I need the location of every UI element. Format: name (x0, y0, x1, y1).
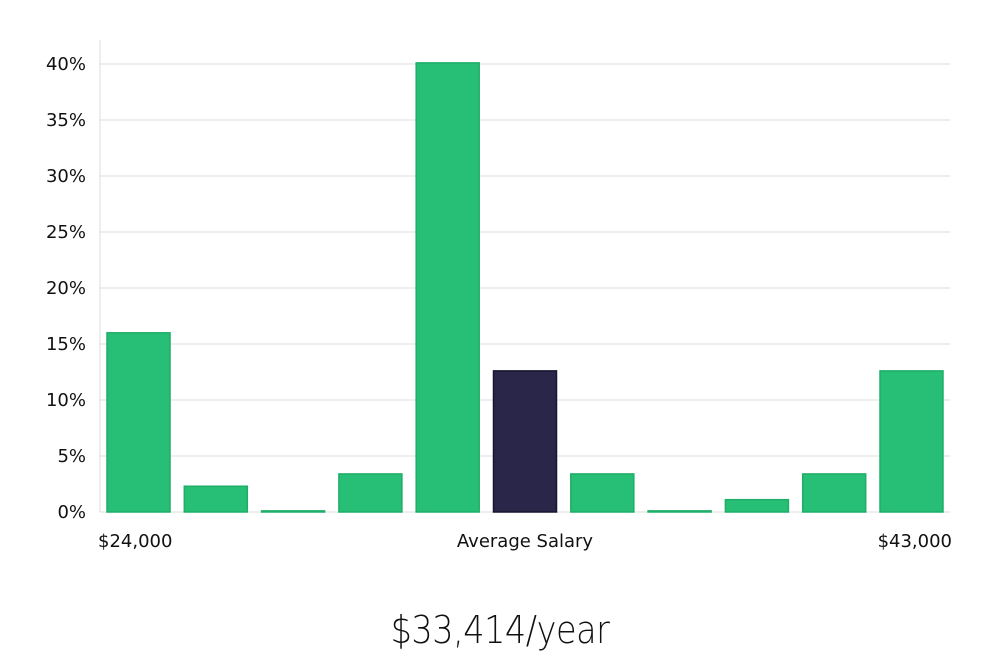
grid-lines (100, 63, 950, 513)
y-tick-label: 30% (46, 166, 86, 187)
y-tick-label: 35% (46, 110, 86, 131)
y-tick-label: 5% (57, 446, 86, 467)
bar (183, 485, 249, 513)
y-tick-labels: 0% 5% 10% 15% 20% 25% 30% 35% 40% (46, 54, 86, 523)
bars (106, 62, 944, 513)
y-tick-label: 25% (46, 222, 86, 243)
y-tick-label: 15% (46, 334, 86, 355)
bar (570, 473, 635, 513)
bar (106, 332, 171, 513)
bar (260, 510, 326, 513)
x-min-label: $24,000 (98, 531, 172, 552)
bar (801, 473, 867, 513)
bar-highlighted (492, 370, 558, 513)
bar (415, 62, 480, 513)
y-tick-label: 40% (46, 54, 86, 75)
average-salary-value: $33,414/year (390, 608, 610, 652)
y-tick-label: 0% (57, 502, 86, 523)
y-tick-label: 10% (46, 390, 86, 411)
bar (647, 510, 712, 513)
bar (338, 473, 403, 513)
x-max-label: $43,000 (878, 531, 952, 552)
bar (879, 370, 944, 513)
x-axis-label: Average Salary (457, 531, 594, 552)
bar (724, 498, 790, 513)
y-tick-label: 20% (46, 278, 86, 299)
